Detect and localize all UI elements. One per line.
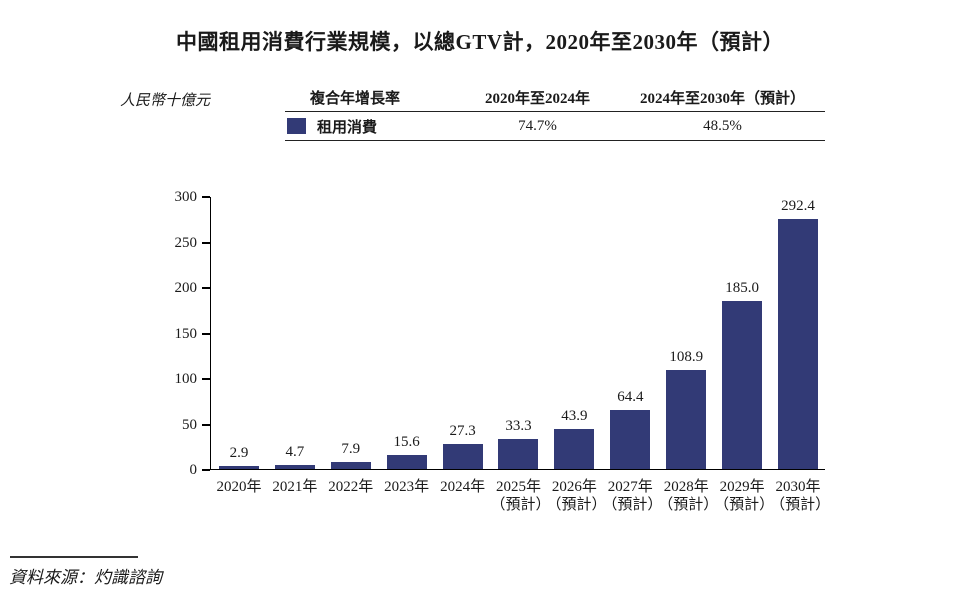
y-tick-label: 100 bbox=[174, 371, 198, 387]
y-tick-mark bbox=[202, 378, 210, 380]
x-tick-label: 2024年 bbox=[435, 478, 491, 496]
x-tick-year: 2021年 bbox=[272, 479, 318, 495]
x-tick-year: 2023年 bbox=[384, 479, 430, 495]
x-tick-year: 2028年 bbox=[663, 479, 709, 495]
bar-2022年 bbox=[330, 461, 371, 469]
x-tick-year: 2026年 bbox=[551, 479, 597, 495]
x-tick-forecast-note: （預計） bbox=[490, 497, 551, 513]
bar-value-label: 185.0 bbox=[725, 279, 759, 296]
bar-slot: 108.9 bbox=[658, 197, 714, 469]
cagr-table-data-row: 租用消費 74.7% 48.5% bbox=[285, 112, 825, 141]
bar-value-label: 7.9 bbox=[341, 440, 361, 457]
cagr-table: 複合年增長率 2020年至2024年 2024年至2030年（預計） 租用消費 … bbox=[285, 84, 825, 141]
bar-value-label: 43.9 bbox=[561, 408, 588, 425]
y-tick-mark bbox=[202, 423, 210, 426]
x-tick-forecast-note: （預計） bbox=[658, 497, 719, 513]
bar-slot: 33.3 bbox=[491, 197, 547, 469]
x-tick-year: 2029年 bbox=[719, 479, 765, 495]
bar-value-label: 2.9 bbox=[229, 445, 249, 462]
cagr-header-period-2020-2024: 2020年至2024年 bbox=[484, 91, 590, 107]
bar-slot: 2.9 bbox=[211, 197, 267, 469]
cagr-value-2020-2024: 74.7% bbox=[518, 117, 557, 134]
x-tick-forecast-note: （預計） bbox=[602, 497, 663, 513]
bar-2023年 bbox=[386, 454, 427, 469]
x-tick-label: 2028年 （預計） bbox=[658, 478, 719, 514]
y-tick-mark bbox=[202, 469, 210, 471]
cagr-header-period-2024-2030: 2024年至2030年（預計） bbox=[639, 91, 805, 107]
x-tick-year: 2030年 bbox=[775, 479, 821, 495]
y-tick-mark bbox=[202, 241, 210, 244]
x-tick-label: 2027年 （預計） bbox=[602, 478, 663, 514]
x-tick-label: 2022年 bbox=[323, 478, 379, 496]
x-tick-label: 2025年 （預計） bbox=[490, 478, 551, 514]
bar-2025年 bbox=[498, 438, 539, 469]
bar-slot: 4.7 bbox=[267, 197, 323, 469]
bar-slot: 185.0 bbox=[714, 197, 770, 469]
bar-slot: 292.4 bbox=[770, 197, 826, 469]
bar-2026年 bbox=[554, 429, 595, 469]
source-text: 資料來源：灼識諮詢 bbox=[9, 568, 162, 587]
x-tick-forecast-note: （預計） bbox=[714, 497, 775, 513]
bar-slot: 7.9 bbox=[323, 197, 379, 469]
x-tick-label: 2020年 bbox=[211, 478, 267, 496]
legend-entry: 租用消費 bbox=[285, 116, 455, 137]
bar-value-label: 292.4 bbox=[781, 198, 815, 214]
chart-title: 中國租用消費行業規模，以總GTV計，2020年至2030年（預計） bbox=[175, 30, 784, 54]
y-tick-mark bbox=[202, 332, 210, 335]
cagr-table-header-row: 複合年增長率 2020年至2024年 2024年至2030年（預計） bbox=[285, 84, 825, 112]
bar-slot: 64.4 bbox=[602, 197, 658, 469]
bar-2029年 bbox=[722, 300, 763, 469]
y-tick-label: 50 bbox=[182, 416, 197, 433]
y-tick-label: 150 bbox=[174, 325, 198, 342]
x-tick-label: 2026年 （預計） bbox=[546, 478, 607, 514]
legend-series-label: 租用消費 bbox=[317, 119, 378, 136]
y-tick-label: 0 bbox=[189, 462, 198, 478]
x-tick-label: 2023年 bbox=[379, 478, 435, 496]
x-tick-year: 2027年 bbox=[607, 479, 653, 495]
plot-area: 0 50 100 150 200 250 300 2.9 2020年 4.7 2021年 7.9 202… bbox=[175, 189, 831, 513]
bar-slot: 15.6 bbox=[379, 197, 435, 469]
bar-value-label: 4.7 bbox=[285, 443, 305, 460]
bar-slot: 43.9 bbox=[546, 197, 602, 469]
bar-2024年 bbox=[442, 444, 483, 469]
y-tick-label: 250 bbox=[174, 234, 198, 251]
source-divider-line bbox=[10, 556, 138, 558]
bar-2021年 bbox=[274, 464, 315, 469]
bar-2028年 bbox=[666, 369, 707, 469]
x-tick-year: 2020年 bbox=[216, 479, 262, 495]
y-tick-label: 300 bbox=[174, 189, 198, 205]
y-tick-mark bbox=[202, 287, 210, 289]
bar-value-label: 108.9 bbox=[669, 348, 704, 365]
x-tick-year: 2022年 bbox=[328, 479, 374, 495]
bar-value-label: 15.6 bbox=[393, 433, 420, 450]
bar-value-label: 27.3 bbox=[449, 423, 476, 440]
bar-value-label: 33.3 bbox=[505, 417, 532, 434]
x-tick-year: 2024年 bbox=[440, 479, 486, 495]
x-tick-forecast-note: （預計） bbox=[770, 497, 831, 513]
bar-2020年 bbox=[218, 466, 259, 469]
bar-2030年 bbox=[778, 219, 819, 469]
legend-swatch-icon bbox=[287, 118, 306, 134]
y-axis-unit-label: 人民幣十億元 bbox=[120, 93, 211, 109]
x-tick-label: 2021年 bbox=[267, 478, 323, 496]
y-tick-mark bbox=[202, 196, 210, 198]
bar-value-label: 64.4 bbox=[617, 389, 644, 406]
x-tick-label: 2029年 （預計） bbox=[714, 478, 775, 514]
cagr-value-2024-2030: 48.5% bbox=[703, 117, 742, 134]
x-tick-forecast-note: （預計） bbox=[546, 497, 607, 513]
x-tick-year: 2025年 bbox=[495, 479, 541, 495]
bar-slot: 27.3 bbox=[435, 197, 491, 469]
y-tick-label: 200 bbox=[174, 280, 198, 296]
bar-2027年 bbox=[610, 410, 651, 469]
x-tick-label: 2030年 （預計） bbox=[770, 478, 831, 514]
cagr-header-label: 複合年增長率 bbox=[310, 91, 401, 107]
